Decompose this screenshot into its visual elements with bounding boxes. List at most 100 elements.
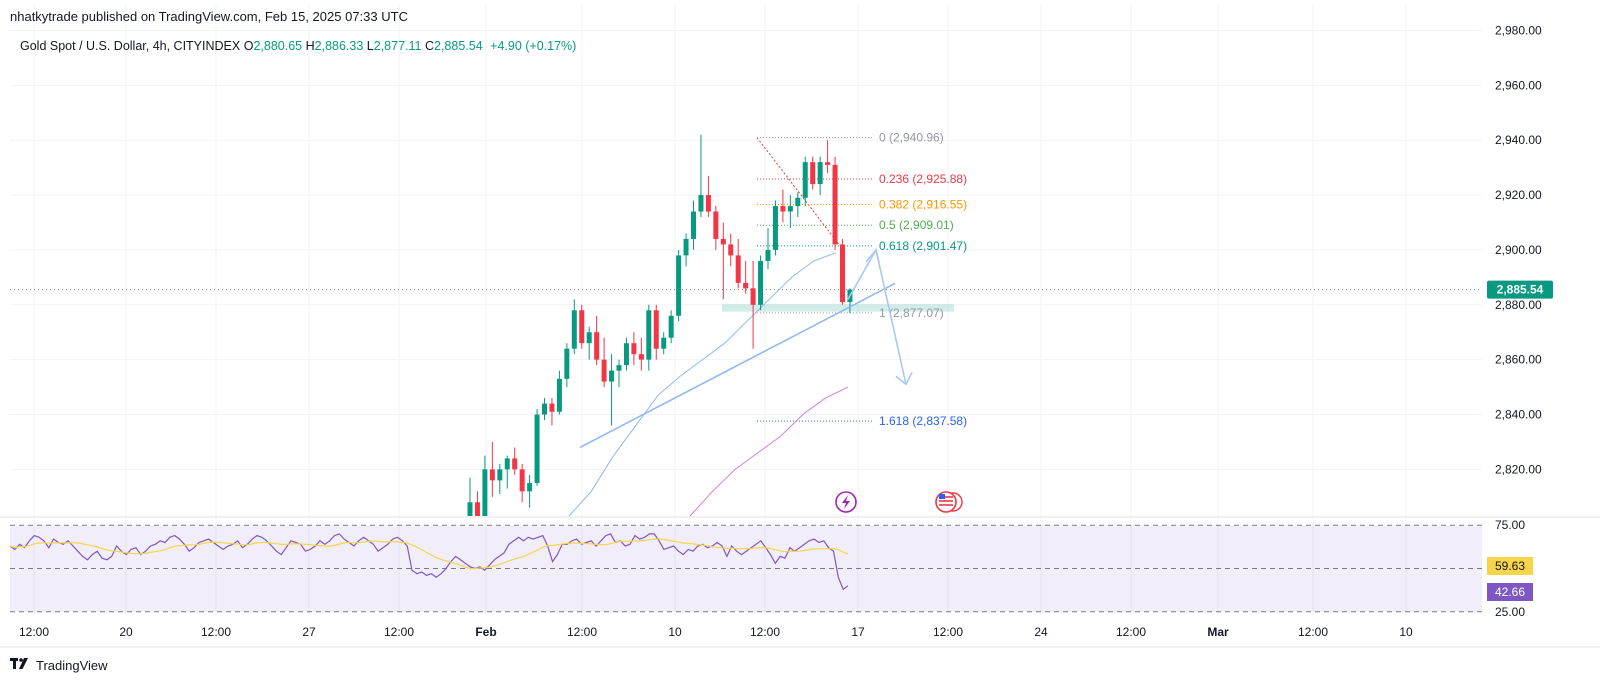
candle-body <box>668 315 674 338</box>
fib-level-label: 0 (2,940.96) <box>879 131 944 145</box>
candle-body <box>474 502 480 516</box>
fib-level-label: 0.382 (2,916.55) <box>879 198 967 212</box>
low-label: L <box>366 39 374 53</box>
time-tick-label: 12:00 <box>201 625 231 639</box>
price-tick-label: 2,980.00 <box>1495 23 1542 37</box>
time-tick-label: 12:00 <box>933 625 963 639</box>
candle-body <box>780 206 786 212</box>
time-tick-label: 17 <box>851 625 865 639</box>
candle-body <box>571 310 577 349</box>
arrow-head-down <box>895 371 913 386</box>
open-label: O <box>243 39 254 53</box>
low-value: 2,877.11 <box>373 39 422 53</box>
candle-body <box>832 164 838 245</box>
price-tick-label: 2,820.00 <box>1495 462 1542 476</box>
candle-body <box>586 332 592 344</box>
fibonacci-retracement[interactable]: 0 (2,940.96) 0.236 (2,925.88) 0.382 (2,916… <box>722 131 967 429</box>
candle-body <box>810 162 816 185</box>
candle-body <box>638 354 644 360</box>
price-axis[interactable]: 2,820.00 2,840.00 2,860.00 2,880.00 2,900.00… <box>1487 23 1553 476</box>
candle-body <box>542 403 547 415</box>
candle-body <box>609 370 615 382</box>
arrow-head-up <box>865 248 880 264</box>
tradingview-wordmark: TradingView <box>36 658 108 673</box>
candle-body <box>765 249 771 261</box>
current-price-tag-bg <box>1487 280 1553 299</box>
candle-body <box>705 195 711 212</box>
price-tick-label: 2,840.00 <box>1495 408 1542 422</box>
close-label: C <box>424 39 434 53</box>
candle-body <box>631 343 637 355</box>
tv-logo-icon <box>10 658 32 673</box>
time-tick-label: 20 <box>119 625 133 639</box>
candle-body <box>840 244 845 303</box>
candle-body <box>594 332 600 360</box>
candle-body <box>772 206 778 250</box>
candle-body <box>802 162 808 198</box>
time-tick-label: 12:00 <box>567 625 597 639</box>
time-tick-label: 12:00 <box>384 625 414 639</box>
price-tick-label: 2,880.00 <box>1495 298 1542 312</box>
tradingview-logo[interactable]: TradingView <box>10 658 108 673</box>
time-tick-label: 27 <box>302 625 316 639</box>
candle-body <box>713 211 719 239</box>
candle-body <box>519 469 525 492</box>
rsi-tick-label: 75.00 <box>1495 518 1525 532</box>
candle-body <box>549 403 555 412</box>
time-tick-label: 12:00 <box>19 625 49 639</box>
candle-body <box>556 378 562 412</box>
candle-body <box>497 469 503 481</box>
support-zone <box>722 304 954 312</box>
candle-body <box>676 255 682 316</box>
candle-body <box>691 211 696 239</box>
candle-body <box>758 260 764 305</box>
price-tick-label: 2,860.00 <box>1495 353 1542 367</box>
rsi-value-tag: 42.66 <box>1495 585 1525 599</box>
price-tick-label: 2,900.00 <box>1495 243 1542 257</box>
price-tick-label: 2,920.00 <box>1495 188 1542 202</box>
candle-body <box>720 238 726 245</box>
fib-level-label: 1.618 (2,837.58) <box>879 414 967 428</box>
symbol-legend: Gold Spot / U.S. Dollar, 4h, CITYINDEX O… <box>20 39 576 53</box>
candle-body <box>482 469 488 516</box>
candle-body <box>817 162 823 185</box>
candle-body <box>601 359 607 382</box>
time-tick-label: 12:00 <box>1298 625 1328 639</box>
candle-body <box>527 483 533 492</box>
candle-body <box>579 310 585 344</box>
flag-canton <box>939 494 945 499</box>
time-tick-label: 10 <box>1399 625 1413 639</box>
ma-slow-line <box>689 386 849 517</box>
high-value: 2,886.33 <box>314 39 364 53</box>
rsi-line <box>9 533 849 591</box>
time-tick-label: 12:00 <box>1116 625 1146 639</box>
ma-fast-line <box>568 252 837 517</box>
fib-level-label: 0.5 (2,909.01) <box>879 218 954 232</box>
fib-level-label: 1 (2,877.07) <box>879 306 944 320</box>
ascending-trendline <box>579 282 896 449</box>
time-axis[interactable]: 12:00 20 12:00 27 12:00 Feb 12:00 10 12:00 17 12:0… <box>19 625 1413 639</box>
candle-body <box>534 414 540 484</box>
open-value: 2,880.65 <box>253 39 303 53</box>
close-value: 2,885.54 <box>434 39 483 53</box>
candle-body <box>646 310 652 360</box>
candle-body <box>728 244 734 256</box>
event-markers[interactable] <box>835 491 963 513</box>
candle-body <box>735 255 741 283</box>
candle-body <box>795 197 801 207</box>
trend-drawings[interactable] <box>579 247 913 449</box>
publish-info: nhatkytrade published on TradingView.com… <box>10 9 408 24</box>
time-tick-label: 12:00 <box>750 625 780 639</box>
rsi-ma-value-tag: 59.63 <box>1495 559 1525 573</box>
candle-body <box>698 195 704 212</box>
candle-body <box>661 337 667 349</box>
moving-averages <box>568 252 849 517</box>
time-tick-label: Mar <box>1207 625 1229 639</box>
time-tick-label: 24 <box>1034 625 1048 639</box>
time-tick-label: Feb <box>475 625 496 639</box>
candle-body <box>504 458 510 470</box>
time-tick-label: 10 <box>668 625 682 639</box>
rsi-ma-value-tag-bg <box>1487 557 1533 575</box>
